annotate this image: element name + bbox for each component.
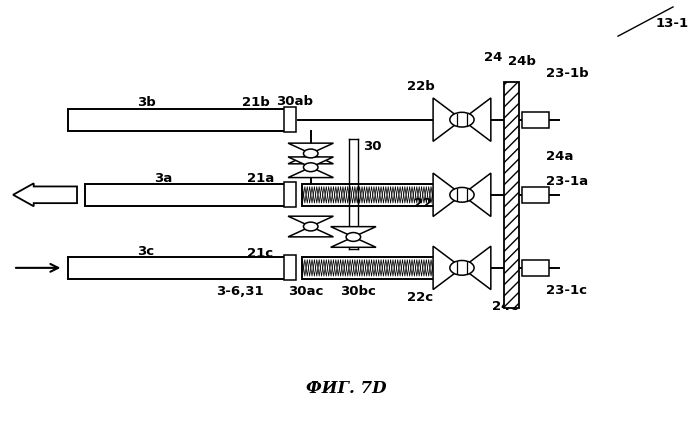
Text: 21b: 21b (242, 96, 270, 109)
Bar (303, 184, 436, 206)
Polygon shape (288, 157, 333, 167)
Text: 30bc: 30bc (340, 285, 375, 298)
Polygon shape (433, 173, 462, 217)
Polygon shape (331, 227, 376, 237)
Polygon shape (462, 246, 491, 290)
Text: 3c: 3c (137, 245, 154, 258)
Bar (522, 112, 549, 128)
Bar (284, 182, 296, 207)
Polygon shape (288, 167, 333, 178)
Polygon shape (288, 154, 333, 164)
Polygon shape (13, 183, 77, 206)
Circle shape (450, 187, 474, 202)
Polygon shape (288, 216, 333, 227)
Text: 22c: 22c (407, 291, 433, 304)
Polygon shape (331, 237, 376, 247)
Text: 3-6,31: 3-6,31 (216, 285, 264, 298)
Text: 3a: 3a (154, 173, 172, 185)
Text: 30: 30 (363, 140, 382, 153)
Circle shape (303, 149, 318, 158)
Bar (303, 257, 436, 279)
Text: 24c: 24c (492, 300, 519, 313)
Text: 30ab: 30ab (276, 95, 313, 108)
Text: 30ac: 30ac (288, 285, 324, 298)
Text: 23-1b: 23-1b (546, 67, 589, 80)
Text: ФИГ. 7D: ФИГ. 7D (306, 380, 387, 398)
Bar (284, 255, 296, 280)
Polygon shape (288, 143, 333, 154)
Text: 23-1c: 23-1c (546, 284, 587, 297)
Bar (68, 257, 291, 279)
Text: 24a: 24a (546, 150, 573, 163)
Text: 23-1a: 23-1a (546, 175, 588, 188)
Polygon shape (288, 227, 333, 237)
Bar (68, 109, 291, 131)
Text: 24: 24 (484, 50, 503, 63)
Bar (284, 107, 296, 132)
Text: 24b: 24b (508, 55, 536, 68)
Bar (522, 260, 549, 276)
Bar (504, 82, 519, 308)
Circle shape (346, 233, 361, 242)
Bar (522, 187, 549, 203)
Circle shape (303, 163, 318, 172)
Polygon shape (433, 246, 462, 290)
Polygon shape (462, 173, 491, 217)
Polygon shape (462, 98, 491, 141)
Text: 21a: 21a (247, 173, 274, 185)
Text: 21c: 21c (247, 247, 273, 260)
Circle shape (450, 112, 474, 127)
Text: 22b: 22b (407, 80, 435, 93)
Text: 13-1: 13-1 (656, 17, 689, 30)
Text: 22a: 22a (414, 197, 441, 210)
Text: 3b: 3b (137, 96, 156, 110)
Circle shape (450, 261, 474, 275)
Polygon shape (433, 98, 462, 141)
Circle shape (303, 222, 318, 231)
Bar (85, 184, 291, 206)
